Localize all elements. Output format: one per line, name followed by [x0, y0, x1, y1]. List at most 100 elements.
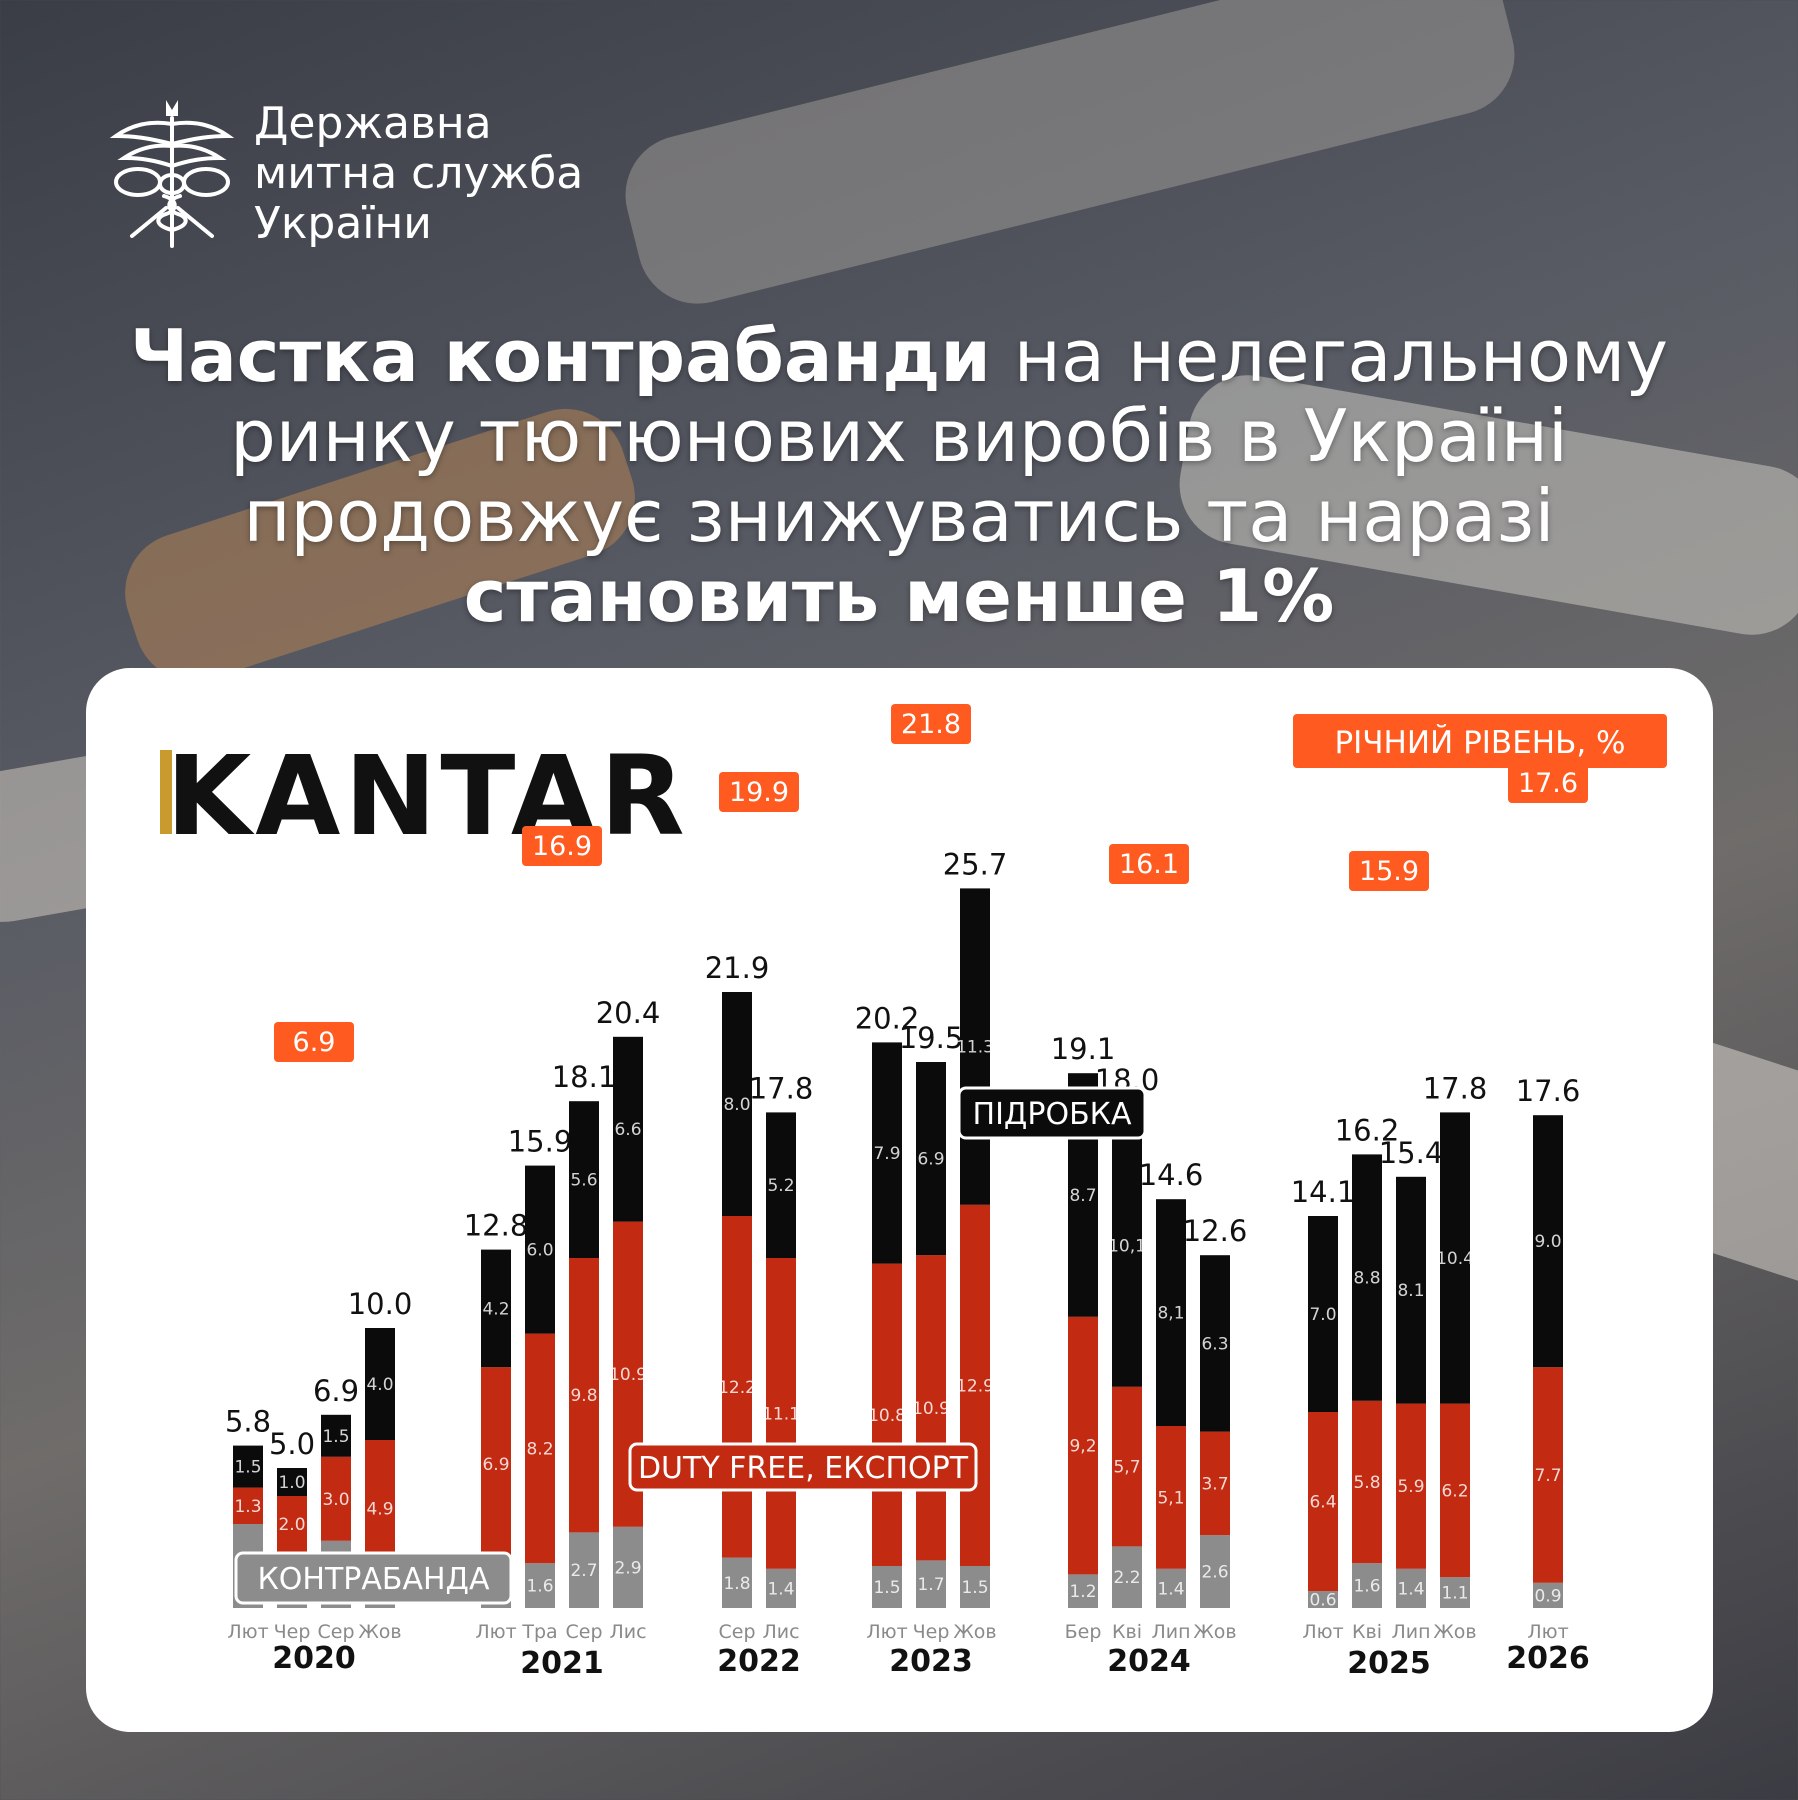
bar-segment-label: 1.5 — [873, 1578, 900, 1598]
bar-segment-label: 8.0 — [723, 1095, 750, 1115]
headline-line: продовжує знижуватись та наразі — [243, 474, 1555, 558]
stacked-bar-chart: 3.01.31.55.8Лют2.01.05.0Чер3.01.56.9Сер4… — [225, 704, 1667, 1681]
bar-segment-label: 1.7 — [917, 1575, 944, 1595]
month-tick-label: Бер — [1065, 1621, 1102, 1643]
month-tick-label: Жов — [1433, 1621, 1476, 1643]
bar-segment-label: 5.6 — [570, 1171, 597, 1191]
agency-name-line: України — [254, 198, 432, 249]
year-label: 2024 — [1107, 1644, 1191, 1679]
bar-segment-label: 5,1 — [1157, 1488, 1184, 1508]
month-tick-label: Кві — [1112, 1621, 1142, 1643]
bar-segment-label: 7.9 — [873, 1144, 900, 1164]
bar-segment-contraband — [872, 1566, 902, 1608]
annual-level-badge — [522, 826, 602, 866]
bar-segment-dutyfree — [1156, 1426, 1186, 1569]
bar-segment-dutyfree — [1068, 1316, 1098, 1575]
bar-segment-label: 4.9 — [366, 1500, 393, 1520]
annual-level-badge — [1349, 851, 1429, 891]
annual-level-badge — [1109, 844, 1189, 884]
chart-card: KANTAR 3.01.31.55.8Лют2.01.05.0Чер3.01.5… — [86, 668, 1713, 1732]
bar-segment-label: 2.9 — [614, 1558, 641, 1578]
bar-segment-dutyfree — [525, 1333, 555, 1564]
agency-name-line: митна служба — [254, 148, 584, 199]
bar-segment-dutyfree — [1440, 1403, 1470, 1578]
month-tick-label: Лют — [227, 1621, 268, 1643]
series-label-counterfeit-box — [957, 1086, 1147, 1140]
month-tick-label: Жов — [1193, 1621, 1236, 1643]
bar-segment-label: 1.4 — [1157, 1579, 1184, 1599]
headline-bold: Частка контрабанди — [130, 314, 991, 398]
annual-level-value: 15.9 — [1359, 856, 1419, 887]
bar-segment-counterfeit — [365, 1328, 395, 1440]
month-tick-label: Кві — [1352, 1621, 1382, 1643]
bar-segment-counterfeit — [1200, 1255, 1230, 1432]
series-label-counterfeit-text: ПІДРОБКА — [973, 1097, 1132, 1132]
bar-segment-counterfeit — [1533, 1115, 1563, 1368]
bar-segment-dutyfree — [1352, 1400, 1382, 1564]
bar-segment-contraband — [722, 1557, 752, 1608]
bar-segment-label: 6.9 — [917, 1150, 944, 1170]
bar-segment-label: 6.2 — [1441, 1481, 1468, 1501]
bar-segment-label: 6.4 — [1309, 1493, 1336, 1513]
year-label: 2022 — [717, 1644, 801, 1679]
agency-header: Державна митна служба України — [108, 96, 583, 252]
bar-segment-contraband — [766, 1568, 796, 1608]
bar-segment-label: 4.2 — [482, 1299, 509, 1319]
annual-level-badge — [719, 772, 799, 812]
year-label: 2023 — [889, 1644, 973, 1679]
bar-segment-counterfeit — [960, 888, 990, 1205]
bar-segment-counterfeit — [277, 1468, 307, 1496]
month-tick-label: Сер — [565, 1621, 602, 1643]
month-tick-label: Чер — [274, 1621, 311, 1643]
bar-total-label: 15.4 — [1379, 1136, 1444, 1170]
bar-segment-label: 1.1 — [1441, 1584, 1468, 1604]
series-label-contraband-box — [234, 1551, 513, 1605]
bar-segment-label: 1.3 — [234, 1497, 261, 1517]
month-tick-label: Жов — [953, 1621, 996, 1643]
year-label: 2025 — [1347, 1646, 1431, 1681]
bar-segment-label: 1.6 — [1353, 1577, 1380, 1597]
bar-segment-contraband — [1396, 1568, 1426, 1608]
bar-segment-dutyfree — [766, 1258, 796, 1569]
bar-segment-label: 5.9 — [1397, 1477, 1424, 1497]
bar-segment-counterfeit — [722, 992, 752, 1216]
month-tick-label: Лют — [866, 1621, 907, 1643]
bar-segment-label: 11.1 — [762, 1404, 800, 1424]
annual-level-badge — [891, 704, 971, 744]
bar-segment-counterfeit — [766, 1112, 796, 1258]
annual-level-legend-text: РІЧНИЙ РІВЕНЬ, % — [1334, 725, 1625, 761]
bar-segment-label: 0.6 — [1309, 1591, 1336, 1611]
bar-segment-label: 2.6 — [1201, 1563, 1228, 1583]
bar-segment-label: 1.0 — [278, 1473, 305, 1493]
bar-segment-counterfeit — [569, 1101, 599, 1258]
headline-line: становить менше 1% — [60, 556, 1738, 636]
bar-segment-label: 5.8 — [1353, 1473, 1380, 1493]
bar-total-label: 6.9 — [313, 1374, 359, 1408]
year-label: 2026 — [1506, 1641, 1590, 1676]
month-tick-label: Сер — [317, 1621, 354, 1643]
bar-segment-label: 1.4 — [1397, 1579, 1424, 1599]
bar-segment-label: 4.0 — [366, 1375, 393, 1395]
bar-segment-label: 8.1 — [1397, 1281, 1424, 1301]
bar-segment-contraband — [1112, 1546, 1142, 1608]
annual-level-value: 6.9 — [293, 1027, 336, 1058]
bar-segment-label: 8.7 — [1069, 1186, 1096, 1206]
bar-total-label: 16.2 — [1335, 1113, 1400, 1147]
background-cigarette-shape — [612, 0, 1528, 317]
bar-segment-contraband — [960, 1566, 990, 1608]
bar-segment-contraband — [916, 1560, 946, 1608]
bar-segment-label: 1.2 — [1069, 1582, 1096, 1602]
bar-segment-label: 9.8 — [570, 1386, 597, 1406]
bar-segment-counterfeit — [321, 1414, 351, 1457]
bar-segment-contraband — [1156, 1568, 1186, 1608]
bar-segment-counterfeit — [1112, 1104, 1142, 1387]
month-tick-label: Лют — [1527, 1621, 1568, 1643]
agency-name: Державна митна служба України — [254, 99, 583, 249]
bar-segment-label: 11.3 — [956, 1038, 994, 1058]
bar-segment-label: 1.8 — [723, 1574, 750, 1594]
bar-total-label: 10.0 — [348, 1287, 413, 1321]
bar-total-label: 14.6 — [1139, 1158, 1204, 1192]
annual-level-value: 16.9 — [532, 831, 592, 862]
bar-segment-label: 7.7 — [1534, 1466, 1561, 1486]
bar-segment-label: 6.0 — [526, 1241, 553, 1261]
